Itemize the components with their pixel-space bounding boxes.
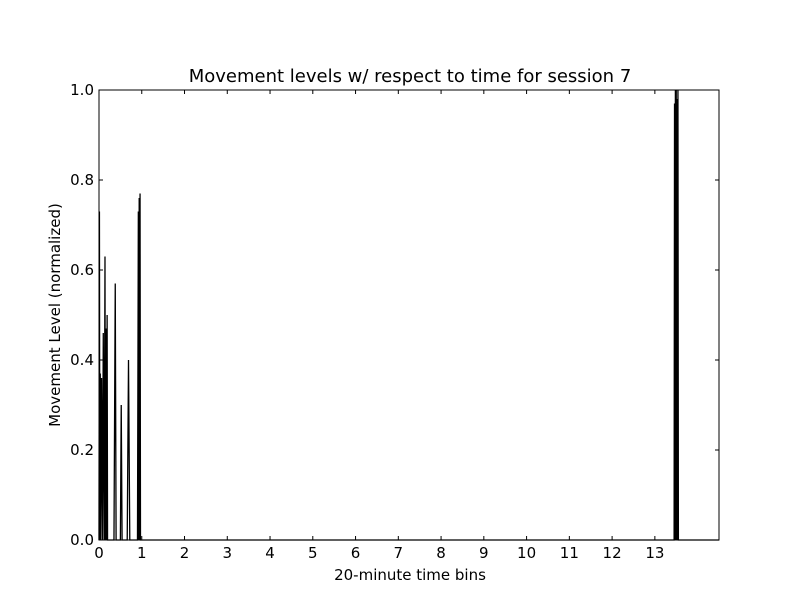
x-tick-label: 7 [394, 544, 404, 562]
y-tick-label: 1.0 [70, 81, 94, 99]
x-tick-label: 5 [308, 544, 318, 562]
x-tick-label: 2 [180, 544, 190, 562]
x-tick-label: 8 [436, 544, 446, 562]
y-axis-label: Movement Level (normalized) [46, 203, 64, 427]
x-tick-label: 12 [603, 544, 622, 562]
y-tick-label: 0.6 [70, 261, 94, 279]
y-tick-label: 0.2 [70, 441, 94, 459]
x-tick-label: 10 [517, 544, 536, 562]
x-tick-label: 13 [645, 544, 664, 562]
y-tick-label: 0.4 [70, 351, 94, 369]
y-tick-label: 0.8 [70, 171, 94, 189]
x-tick-label: 1 [137, 544, 147, 562]
x-tick-label: 0 [94, 544, 104, 562]
x-tick-label: 4 [265, 544, 275, 562]
x-axis: 0 1 2 3 4 5 6 7 8 9 10 11 12 13 [94, 90, 664, 562]
plot-frame [98, 89, 720, 541]
chart-title: Movement levels w/ respect to time for s… [189, 66, 632, 87]
x-tick-label: 9 [479, 544, 489, 562]
x-axis-label: 20-minute time bins [334, 566, 486, 584]
x-tick-label: 11 [560, 544, 579, 562]
x-tick-label: 3 [223, 544, 233, 562]
x-tick-label: 6 [351, 544, 361, 562]
y-tick-label: 0.0 [70, 531, 94, 549]
y-axis: 0.0 0.2 0.4 0.6 0.8 1.0 [70, 81, 719, 549]
